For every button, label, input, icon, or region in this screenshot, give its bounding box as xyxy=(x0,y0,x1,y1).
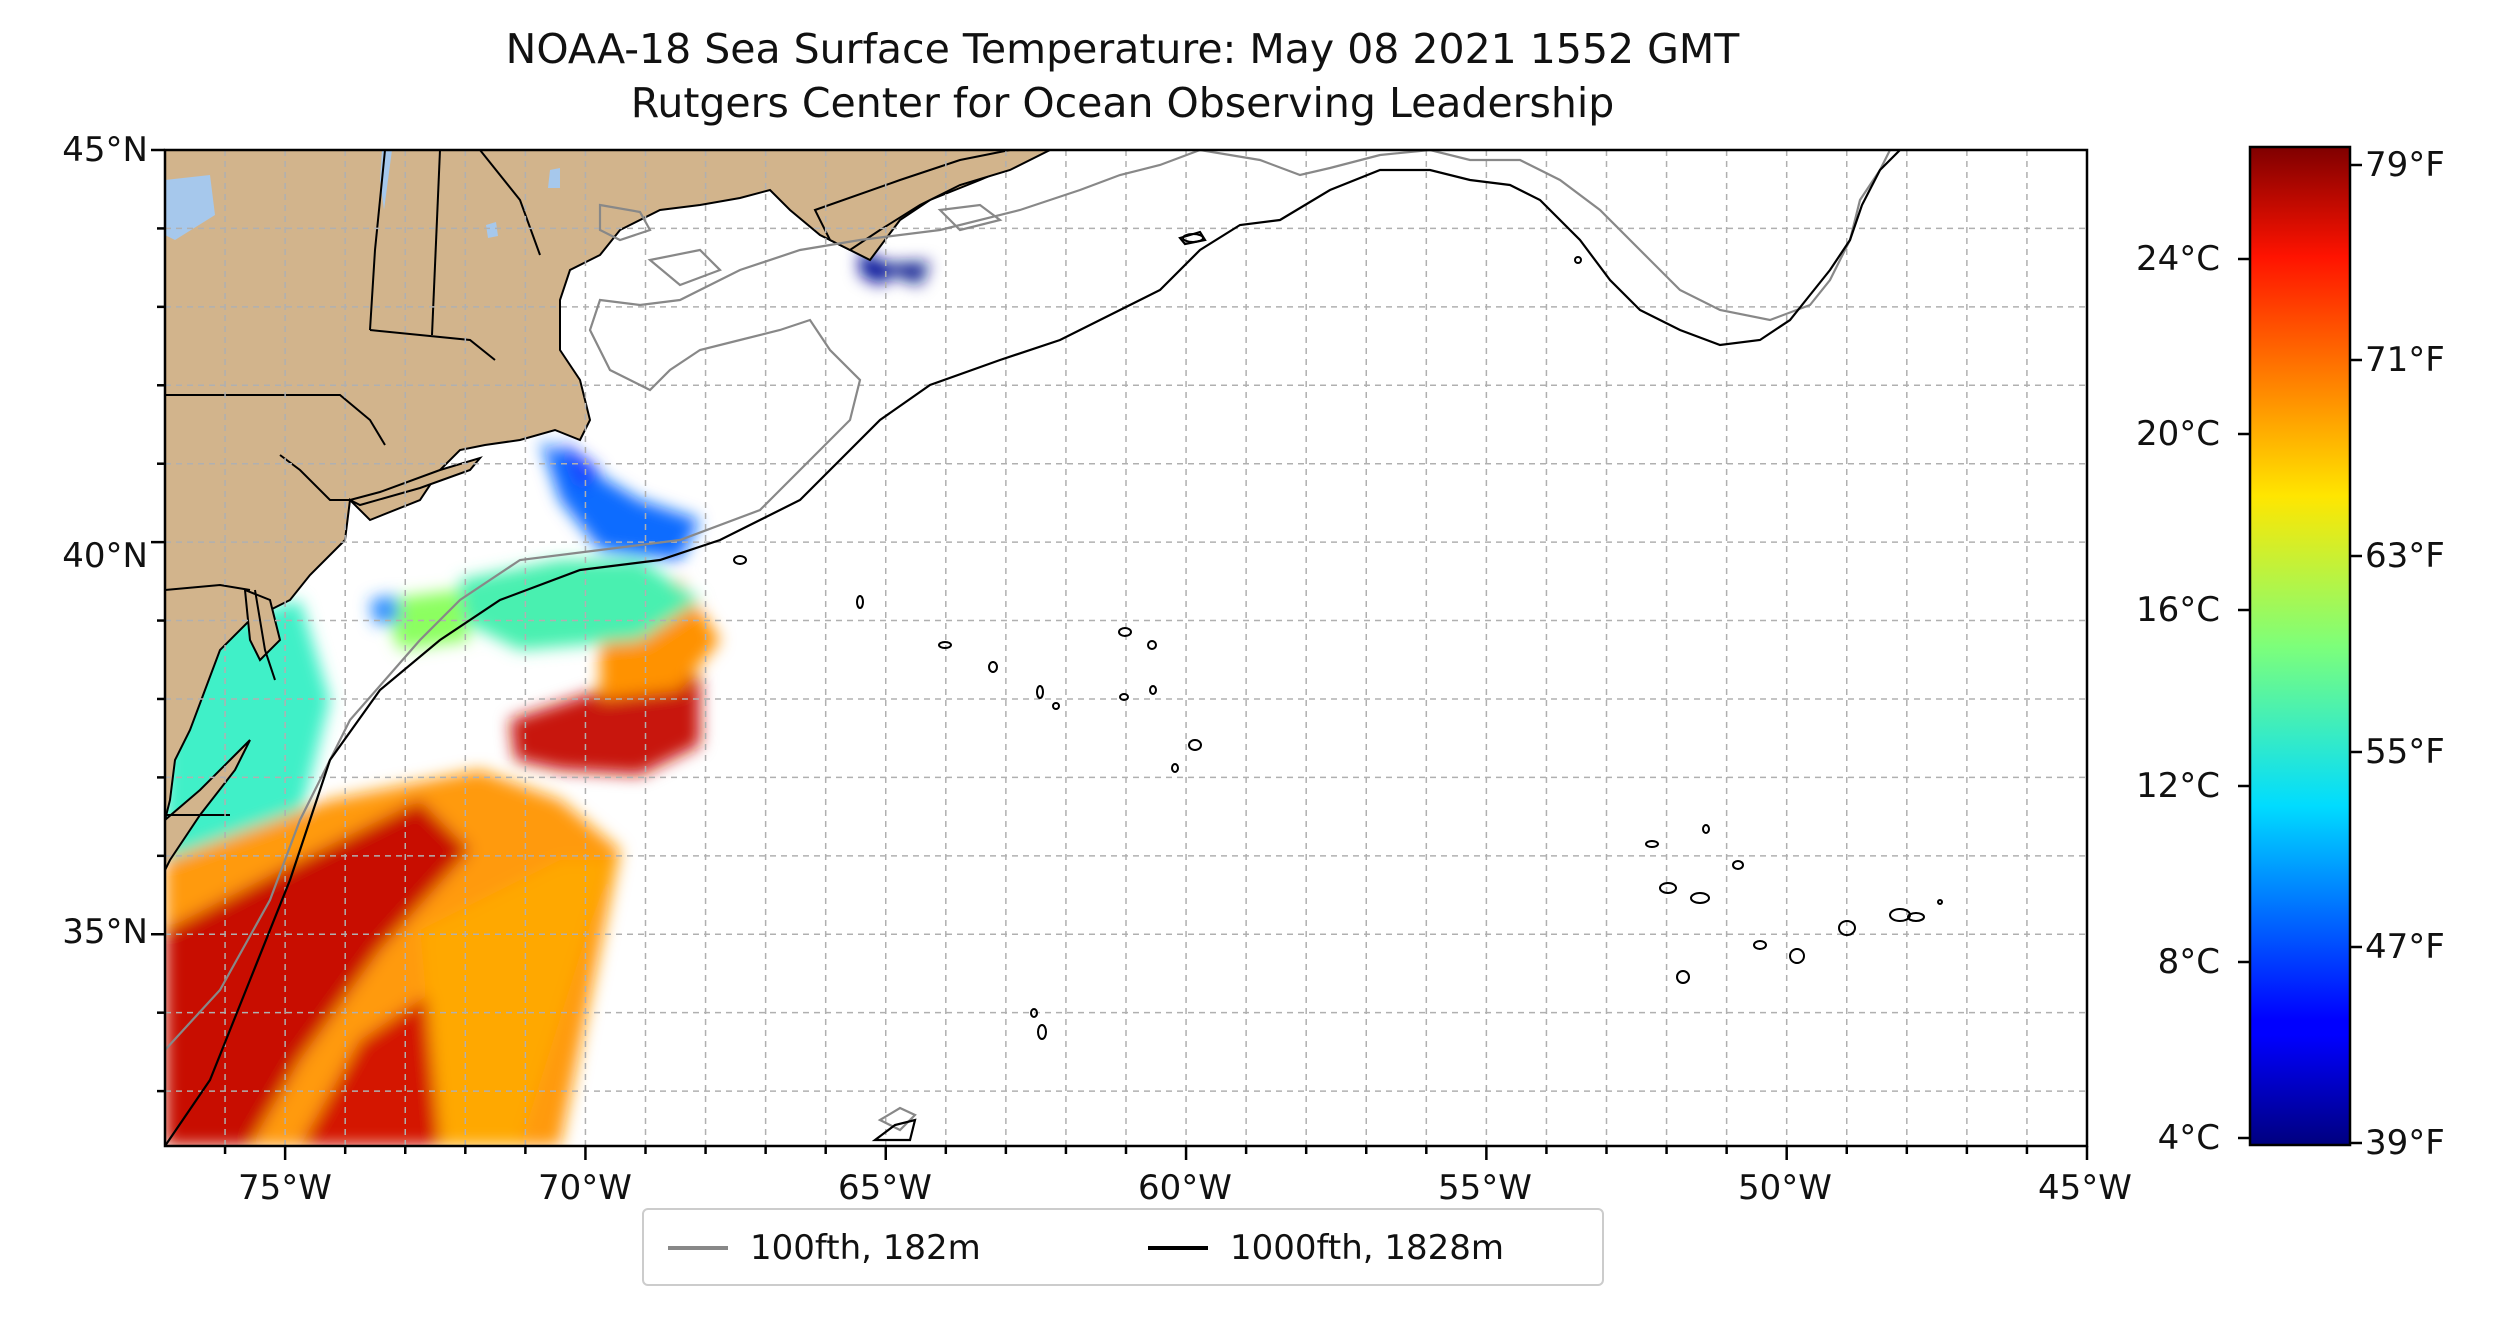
lon-label-65w: 65°W xyxy=(838,1168,932,1208)
colorbar-celsius-label: 16°C xyxy=(2135,590,2220,630)
lon-label-50w: 50°W xyxy=(1738,1168,1832,1208)
colorbar-celsius-label: 8°C xyxy=(2157,942,2220,982)
map-title: NOAA-18 Sea Surface Temperature: May 08 … xyxy=(505,25,1740,73)
lat-label-45: 45°N xyxy=(62,130,148,170)
colorbar-celsius-label: 24°C xyxy=(2135,239,2220,279)
sst-orange-patch xyxy=(420,860,610,1146)
lon-label-75w: 75°W xyxy=(238,1168,332,1208)
lakes xyxy=(165,150,560,240)
land-nova-scotia xyxy=(813,150,1051,252)
map-legend: 100fth, 182m 1000fth, 1828m xyxy=(642,1208,1604,1286)
sst-gulf-stream-core xyxy=(165,800,470,1146)
lon-label-55w: 55°W xyxy=(1438,1168,1532,1208)
sst-cool-slope xyxy=(460,560,700,650)
colorbar-celsius-label: 4°C xyxy=(2157,1118,2220,1158)
colorbar-fahrenheit-label: 47°F xyxy=(2365,927,2445,967)
colorbar-celsius-label: 20°C xyxy=(2135,414,2220,454)
state-borders xyxy=(165,150,541,816)
sst-warm-eddy xyxy=(510,675,700,775)
legend-label: 100fth, 182m xyxy=(750,1228,981,1268)
land-outer-banks xyxy=(165,739,251,871)
lon-label-70w: 70°W xyxy=(538,1168,632,1208)
legend-item-100fth: 100fth, 182m xyxy=(668,1224,981,1272)
colorbar-celsius-label: 12°C xyxy=(2135,766,2220,806)
map-subtitle: Rutgers Center for Ocean Observing Leade… xyxy=(630,79,1615,127)
lake-moosehead xyxy=(548,168,560,188)
sst-blue-bay-fundy xyxy=(870,262,930,285)
map-ticks xyxy=(151,148,2089,1160)
colorbar-ticks xyxy=(2238,163,2362,1145)
land-delmarva xyxy=(243,588,282,662)
lake-ontario-edge xyxy=(165,175,215,240)
colorbar-fahrenheit-label: 79°F xyxy=(2365,145,2445,185)
sst-cold-inshore xyxy=(370,595,400,625)
legend-item-1000fth: 1000fth, 1828m xyxy=(1148,1224,1504,1272)
legend-line-black xyxy=(1148,1246,1208,1250)
sst-cold-patch-north xyxy=(560,440,600,490)
colorbar-fahrenheit-label: 63°F xyxy=(2365,536,2445,576)
lat-label-40: 40°N xyxy=(62,536,148,576)
colorbar xyxy=(2248,145,2352,1147)
lon-label-45w: 45°W xyxy=(2038,1168,2132,1208)
seamounts xyxy=(733,233,1943,1040)
colorbar-fahrenheit-label: 71°F xyxy=(2365,340,2445,380)
colorbar-fahrenheit-label: 39°F xyxy=(2365,1123,2445,1163)
lake-winnipesaukee xyxy=(486,222,498,238)
colorbar-fahrenheit-label: 55°F xyxy=(2365,732,2445,772)
lon-label-60w: 60°W xyxy=(1138,1168,1232,1208)
legend-label: 1000fth, 1828m xyxy=(1230,1228,1505,1268)
lat-label-35: 35°N xyxy=(62,912,148,952)
legend-line-gray xyxy=(668,1246,728,1250)
